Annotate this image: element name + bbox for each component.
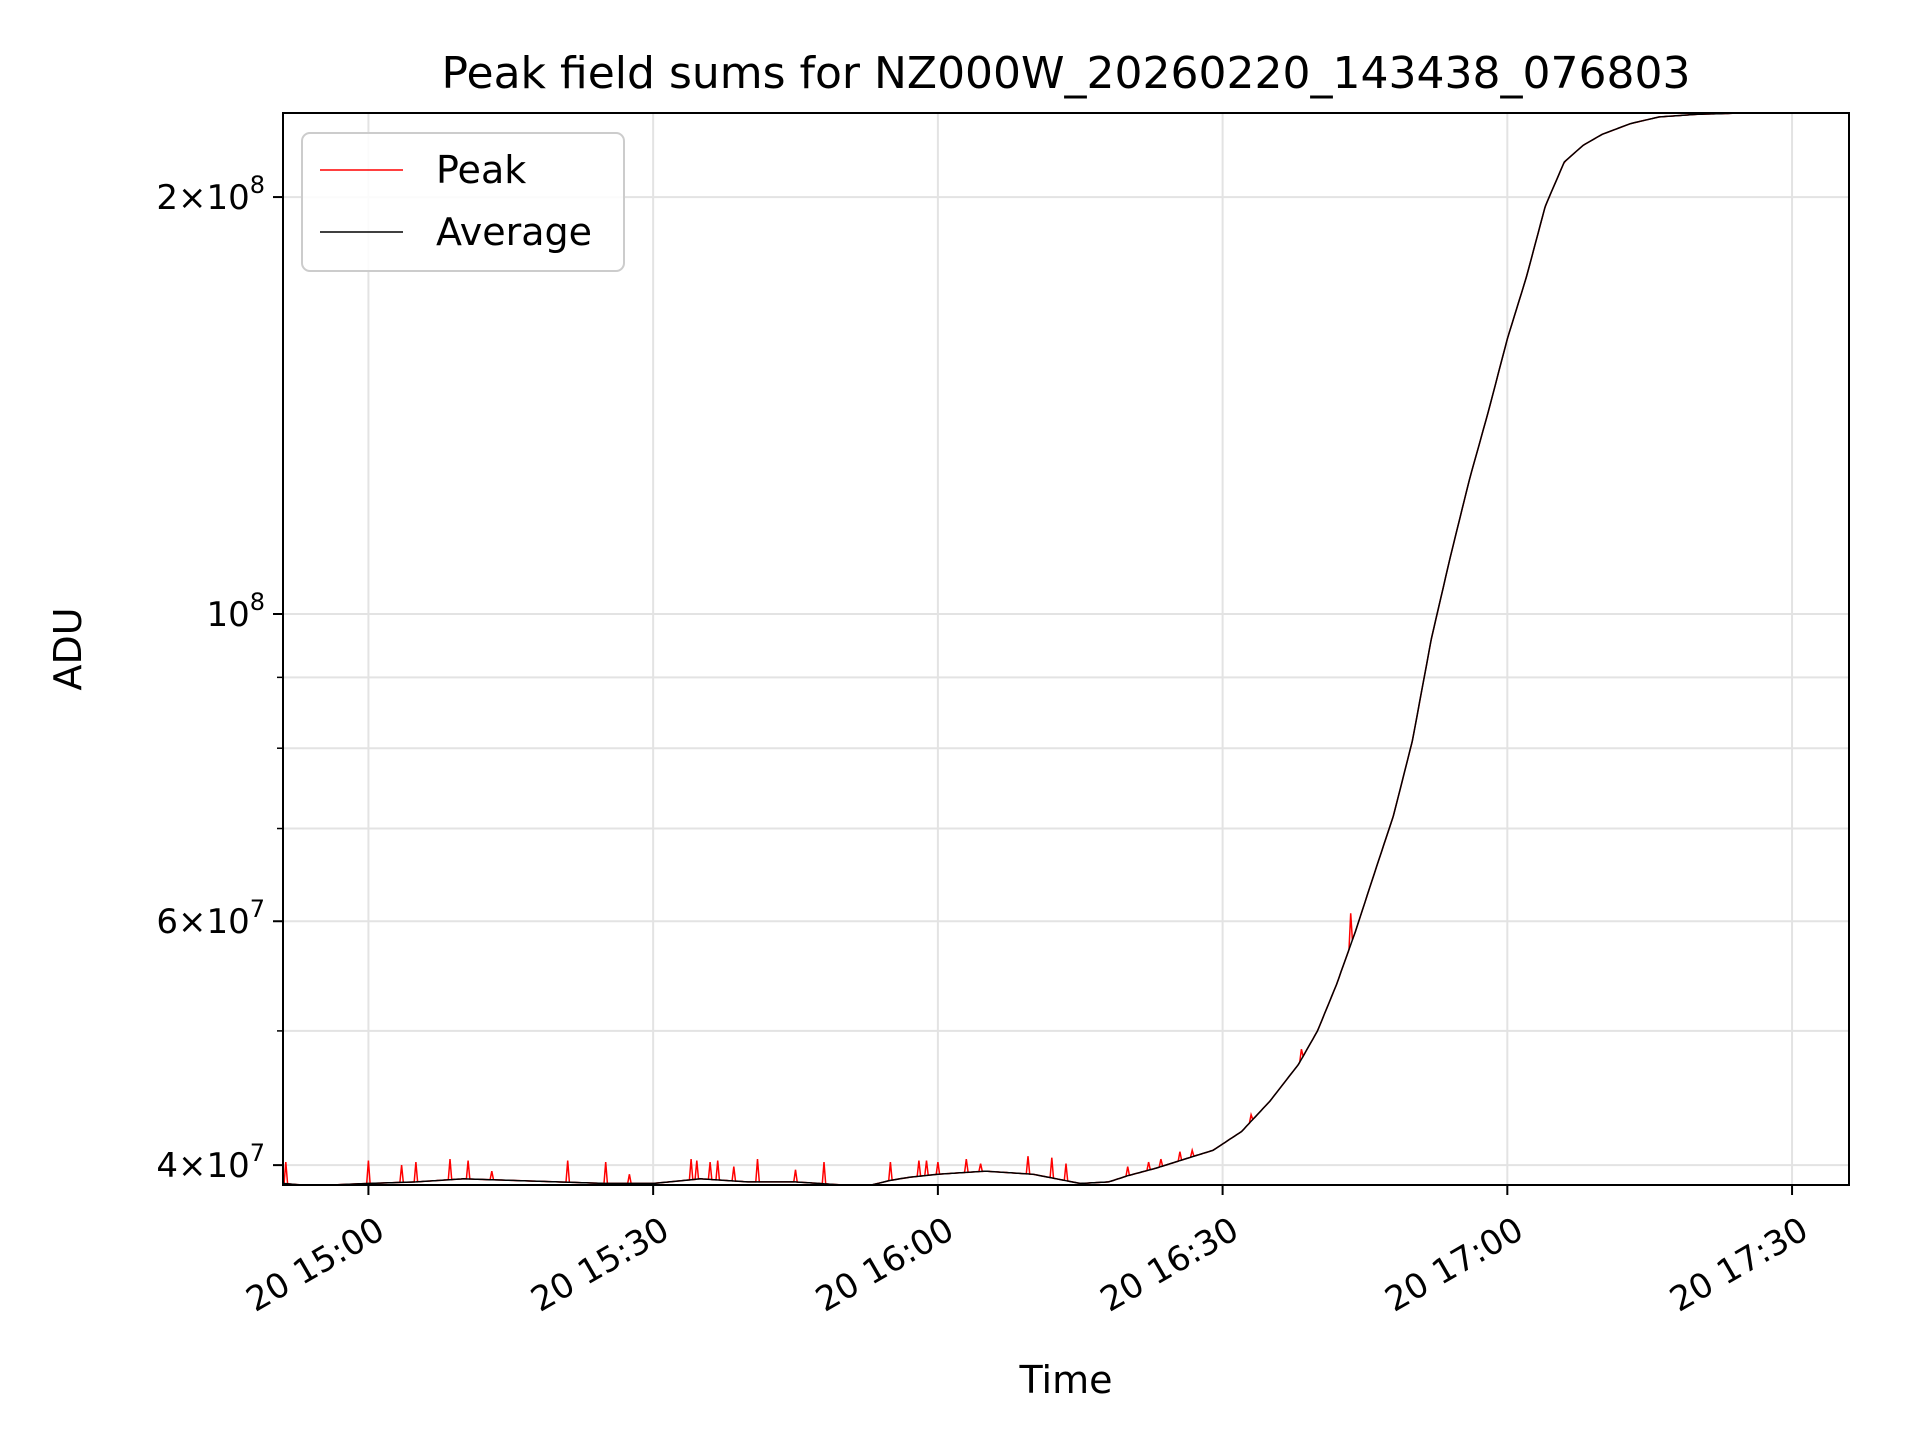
y-tick-label: 108 <box>206 588 265 635</box>
y-tick-label: 4×107 <box>156 1139 265 1186</box>
legend: Peak Average <box>301 132 625 272</box>
y-axis-label: ADU <box>46 607 90 690</box>
chart-title: Peak field sums for NZ000W_20260220_1434… <box>442 48 1691 99</box>
legend-label-average: Average <box>436 210 592 254</box>
series-group <box>282 112 1849 1186</box>
x-axis-label: Time <box>1019 1358 1113 1402</box>
legend-box <box>301 132 625 272</box>
y-tick-label: 6×107 <box>156 895 265 942</box>
grid <box>283 113 1849 1185</box>
y-axis: 4×107 6×107 108 2×108 <box>156 171 283 1186</box>
legend-label-peak: Peak <box>436 148 526 192</box>
plot-frame <box>282 112 1850 1186</box>
y-tick-label: 2×108 <box>156 171 265 218</box>
series-line-average <box>282 112 1849 1186</box>
